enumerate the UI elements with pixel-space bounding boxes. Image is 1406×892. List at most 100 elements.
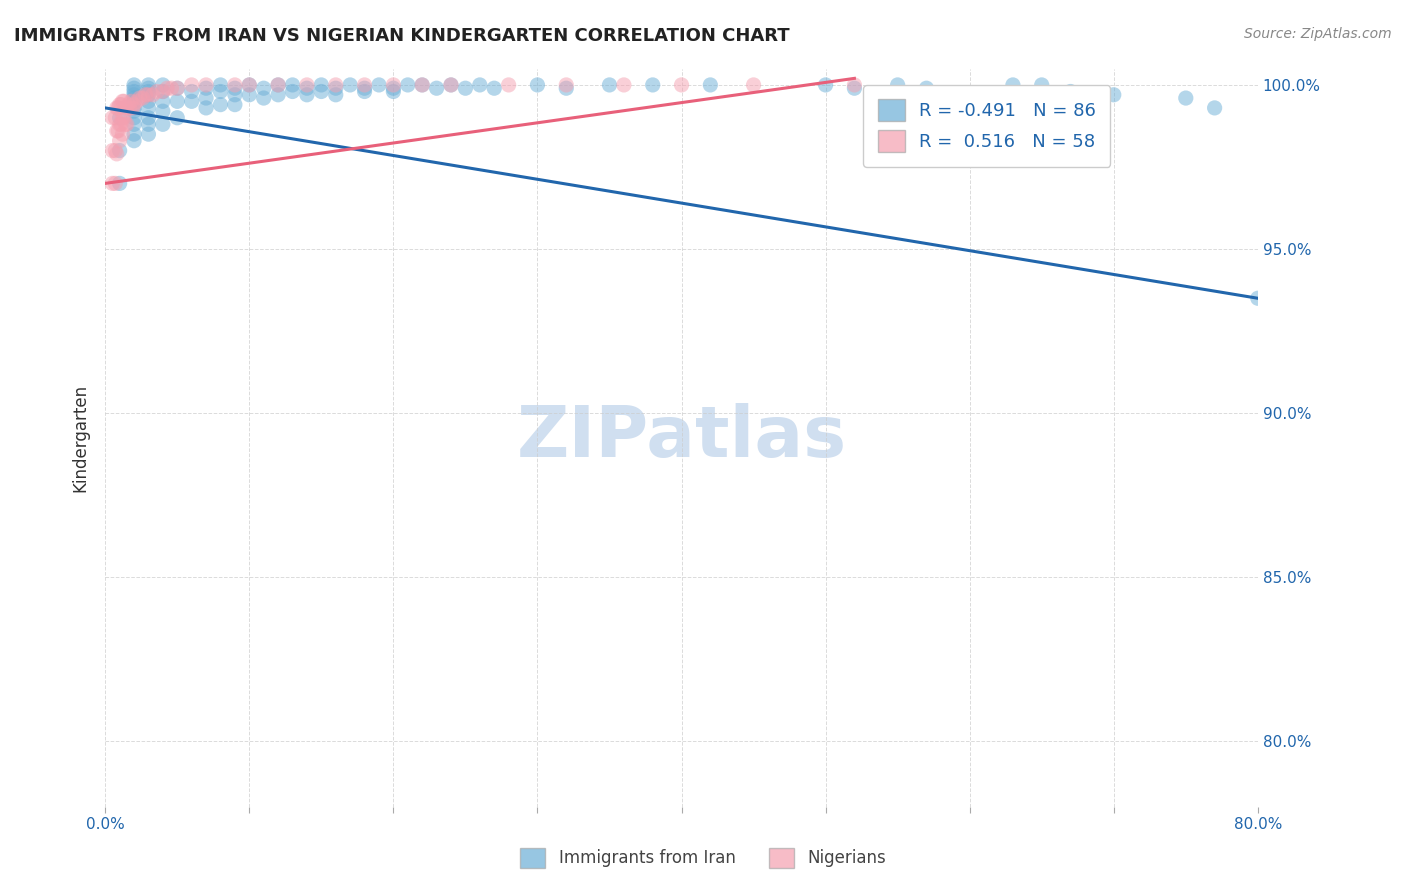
Nigerians — [111, 95, 134, 109]
Nigerians — [104, 177, 127, 191]
Nigerians — [166, 81, 188, 95]
Immigrants from Iran — [411, 78, 433, 92]
Nigerians — [195, 78, 218, 92]
Immigrants from Iran — [224, 87, 246, 102]
Nigerians — [108, 117, 131, 131]
Nigerians — [613, 78, 636, 92]
Immigrants from Iran — [641, 78, 664, 92]
Immigrants from Iran — [915, 81, 938, 95]
Nigerians — [353, 78, 375, 92]
Nigerians — [105, 124, 128, 138]
Immigrants from Iran — [426, 81, 449, 95]
Immigrants from Iran — [138, 101, 160, 115]
Nigerians — [325, 78, 347, 92]
Nigerians — [555, 78, 578, 92]
Nigerians — [110, 117, 132, 131]
Immigrants from Iran — [1174, 91, 1197, 105]
Immigrants from Iran — [166, 81, 188, 95]
Immigrants from Iran — [368, 78, 391, 92]
Immigrants from Iran — [122, 91, 145, 105]
Immigrants from Iran — [122, 134, 145, 148]
Nigerians — [107, 101, 129, 115]
Immigrants from Iran — [267, 87, 290, 102]
Immigrants from Iran — [281, 78, 304, 92]
Immigrants from Iran — [195, 101, 218, 115]
Immigrants from Iran — [253, 91, 276, 105]
Immigrants from Iran — [454, 81, 477, 95]
Immigrants from Iran — [138, 81, 160, 95]
Nigerians — [267, 78, 290, 92]
Nigerians — [121, 101, 143, 115]
Nigerians — [122, 97, 145, 112]
Immigrants from Iran — [152, 117, 174, 131]
Immigrants from Iran — [122, 95, 145, 109]
Nigerians — [105, 101, 128, 115]
Nigerians — [135, 87, 157, 102]
Immigrants from Iran — [295, 81, 318, 95]
Immigrants from Iran — [152, 95, 174, 109]
Immigrants from Iran — [108, 111, 131, 125]
Immigrants from Iran — [526, 78, 548, 92]
Immigrants from Iran — [699, 78, 721, 92]
Immigrants from Iran — [122, 85, 145, 99]
Immigrants from Iran — [1001, 78, 1024, 92]
Nigerians — [110, 97, 132, 112]
Immigrants from Iran — [598, 78, 620, 92]
Immigrants from Iran — [122, 104, 145, 119]
Nigerians — [742, 78, 765, 92]
Immigrants from Iran — [122, 127, 145, 141]
Immigrants from Iran — [267, 78, 290, 92]
Immigrants from Iran — [209, 78, 232, 92]
Legend: Immigrants from Iran, Nigerians: Immigrants from Iran, Nigerians — [513, 841, 893, 875]
Nigerians — [128, 91, 150, 105]
Immigrants from Iran — [1102, 87, 1125, 102]
Immigrants from Iran — [468, 78, 491, 92]
Immigrants from Iran — [295, 87, 318, 102]
Immigrants from Iran — [209, 85, 232, 99]
Nigerians — [440, 78, 463, 92]
Immigrants from Iran — [180, 95, 202, 109]
Immigrants from Iran — [224, 81, 246, 95]
Immigrants from Iran — [138, 85, 160, 99]
Text: IMMIGRANTS FROM IRAN VS NIGERIAN KINDERGARTEN CORRELATION CHART: IMMIGRANTS FROM IRAN VS NIGERIAN KINDERG… — [14, 27, 790, 45]
Immigrants from Iran — [311, 78, 333, 92]
Nigerians — [111, 127, 134, 141]
Nigerians — [101, 111, 124, 125]
Nigerians — [146, 85, 169, 99]
Immigrants from Iran — [311, 85, 333, 99]
Nigerians — [382, 78, 405, 92]
Nigerians — [152, 85, 174, 99]
Legend: R = -0.491   N = 86, R =  0.516   N = 58: R = -0.491 N = 86, R = 0.516 N = 58 — [863, 85, 1111, 167]
Nigerians — [238, 78, 260, 92]
Immigrants from Iran — [382, 81, 405, 95]
Nigerians — [101, 144, 124, 158]
Nigerians — [138, 87, 160, 102]
Immigrants from Iran — [224, 97, 246, 112]
Immigrants from Iran — [195, 81, 218, 95]
Immigrants from Iran — [152, 85, 174, 99]
Nigerians — [498, 78, 520, 92]
Nigerians — [104, 111, 127, 125]
Immigrants from Iran — [138, 95, 160, 109]
Nigerians — [115, 117, 138, 131]
Nigerians — [131, 91, 153, 105]
Immigrants from Iran — [108, 177, 131, 191]
Immigrants from Iran — [253, 81, 276, 95]
Nigerians — [112, 111, 135, 125]
Immigrants from Iran — [166, 95, 188, 109]
Immigrants from Iran — [886, 78, 908, 92]
Immigrants from Iran — [339, 78, 361, 92]
Nigerians — [120, 95, 142, 109]
Immigrants from Iran — [484, 81, 506, 95]
Immigrants from Iran — [814, 78, 837, 92]
Nigerians — [117, 97, 139, 112]
Immigrants from Iran — [440, 78, 463, 92]
Immigrants from Iran — [138, 78, 160, 92]
Immigrants from Iran — [152, 104, 174, 119]
Immigrants from Iran — [353, 85, 375, 99]
Immigrants from Iran — [844, 81, 866, 95]
Nigerians — [295, 78, 318, 92]
Nigerians — [160, 81, 183, 95]
Nigerians — [114, 101, 136, 115]
Immigrants from Iran — [108, 144, 131, 158]
